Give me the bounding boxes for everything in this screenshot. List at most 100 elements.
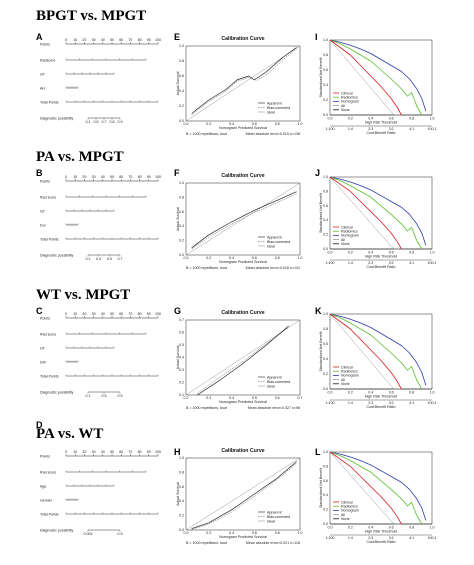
- calibration-3-legend-label: Apparent: [267, 510, 282, 514]
- dca-2-xtick-label: 1.0: [430, 391, 435, 395]
- nomogram-3-prob-tick-label: 0.5: [118, 532, 123, 536]
- calibration-3-xtick-label: 0.0: [184, 531, 189, 535]
- dca-1-legend-label: Nomogram: [341, 234, 359, 238]
- calibration-3-ytick-label: 0.6: [179, 485, 184, 489]
- calibration-1-xlabel: Nomogram Predicted Survival: [219, 260, 267, 264]
- calibration-1-xtick-label: 0.6: [252, 256, 257, 260]
- dca-0-ytick-label: 1.0: [323, 38, 328, 42]
- nomogram-3-points-tick-label: 50: [110, 450, 114, 454]
- dca-1-xtick-label: 0.6: [389, 251, 394, 255]
- nomogram-2-points-tick-label: 10: [73, 312, 77, 316]
- calibration-3-ytick-label: 0.0: [179, 528, 184, 532]
- nomogram-0-prob-tick-label: 0.7: [102, 120, 107, 124]
- calibration-3-xtick-label: 1.0: [298, 531, 303, 535]
- dca-0-xtick-label: 0.4: [368, 117, 373, 121]
- calibration-1-apparent-line: [191, 191, 297, 249]
- dca-0-xtick-label: 0.6: [389, 117, 394, 121]
- dca-1-xtick-label: 1.0: [430, 251, 435, 255]
- nomogram-2-points-tick-label: 20: [82, 312, 86, 316]
- nomogram-0-row-label: Points: [40, 43, 50, 47]
- calibration-0-title: Calibration Curve: [221, 36, 264, 42]
- calibration-2-ytick-label: 0.4: [179, 356, 184, 360]
- calibration-2-apparent-line: [197, 325, 289, 396]
- calibration-2-legend-label: Bias-corrected: [267, 380, 290, 384]
- dca-3-ytick-label: 0.8: [323, 464, 328, 468]
- nomogram-3-prob-tick-label: 0.001: [84, 532, 93, 536]
- nomogram-3-points-tick-label: 10: [73, 450, 77, 454]
- dca-3-xlabel: High Risk Threshold: [365, 530, 397, 534]
- nomogram-2-points-tick-label: 100: [155, 312, 161, 316]
- nomogram-0-prob-tick-label: 0.8: [110, 120, 115, 124]
- nomogram-1-prob-tick-label: 0.7: [118, 257, 123, 261]
- dca-0-ytick-label: 0.2: [323, 98, 328, 102]
- dca-1-ytick-label: 0.2: [323, 233, 328, 237]
- nomogram-1-row-label: Rad score: [40, 196, 56, 200]
- dca-3-legend-label: None: [341, 517, 350, 521]
- panel-letter-d: D: [36, 420, 43, 430]
- calibration-2-title: Calibration Curve: [221, 310, 264, 316]
- nomogram-2-points-tick-label: 40: [101, 312, 105, 316]
- dca-2-x2label: Cost:Benefit Ratio: [367, 405, 396, 409]
- dca-2-x2tick-label: 2:3: [368, 401, 373, 405]
- dca-1-radiomics-line: [329, 176, 423, 250]
- calibration-1-ytick-label: 1.0: [179, 181, 184, 185]
- dca-2-xtick-label: 0.8: [409, 391, 414, 395]
- nomogram-2-row-label: Total Points: [40, 375, 59, 379]
- calibration-0-frame: [185, 45, 301, 122]
- calibration-1-ytick-label: 0.8: [179, 195, 184, 199]
- nomogram-3-points-tick-label: 30: [92, 450, 96, 454]
- calibration-1-xtick-label: 1.0: [298, 256, 303, 260]
- calibration-2-xtick-label: 0.4: [229, 396, 234, 400]
- dca-2-ytick-label: 0.6: [323, 342, 328, 346]
- dca-3-radiomics-line: [329, 451, 423, 525]
- calibration-0-ytick-label: 1.0: [179, 44, 184, 48]
- dca-3-ylabel: Standardized Net Benefit: [319, 468, 323, 508]
- nomogram-2-row-label: Rad score: [40, 333, 56, 337]
- nomogram-2-prob-tick-label: 0.5: [102, 394, 107, 398]
- dca-0-x2tick-label: 1:4: [348, 127, 353, 131]
- calibration-1-ytick-label: 0.2: [179, 239, 184, 243]
- nomogram-1-points-tick-label: 90: [147, 175, 151, 179]
- calibration-2-frame: [185, 319, 301, 396]
- calibration-1-frame: [185, 182, 301, 256]
- calibration-0-apparent-line: [191, 47, 297, 114]
- dca-2-ytick-label: 0.2: [323, 372, 328, 376]
- dca-3-x2tick-label: 3:2: [389, 536, 394, 540]
- calibration-1-bias-line: [191, 193, 297, 250]
- dca-0-legend-label: Radiomics: [341, 96, 358, 100]
- dca-3-x2tick-label: 1:4: [348, 536, 353, 540]
- nomogram-2-prob-tick-label: 0.1: [86, 394, 91, 398]
- calibration-0-ytick-label: 0.6: [179, 74, 184, 78]
- nomogram-3-points-tick-label: 0: [65, 450, 67, 454]
- dca-3-x2tick-label: 1:100: [326, 536, 335, 540]
- nomogram-3-row-label: Rad score: [40, 471, 56, 475]
- nomogram-0-prob-tick-label: 0.5: [94, 120, 99, 124]
- nomogram-0-row-label: AH: [40, 87, 45, 91]
- dca-0-radiomics-line: [329, 39, 423, 116]
- dca-0-legend-label: Clinical: [341, 91, 353, 95]
- calibration-1-xtick-label: 0.8: [275, 256, 280, 260]
- panel-letter-c: C: [36, 306, 43, 316]
- calibration-2-ytick-label: 0.1: [179, 393, 184, 397]
- dca-2-x2tick-label: 100:1: [428, 401, 437, 405]
- panel-letter-l: L: [315, 447, 321, 457]
- dca-0-x2tick-label: 2:3: [368, 127, 373, 131]
- calibration-2-xtick-label: 0.5: [252, 396, 257, 400]
- dca-3-xtick-label: 0.0: [328, 526, 333, 530]
- nomogram-3-row-label: Total Points: [40, 513, 59, 517]
- dca-1-ylabel: Standardized Net Benefit: [319, 193, 323, 233]
- dca-0-legend-label: All: [341, 104, 345, 108]
- calibration-0-ytick-label: 0.8: [179, 59, 184, 63]
- calibration-3-apparent-line: [191, 461, 297, 529]
- dca-1-x2tick-label: 1:100: [326, 261, 335, 265]
- nomogram-1-row-label: Diagnostic possibility: [40, 254, 74, 258]
- nomogram-0-row-label: Radscore: [40, 59, 55, 63]
- nomogram-1-points-tick-label: 100: [155, 175, 161, 179]
- panel-letter-e: E: [174, 32, 181, 42]
- dca-0-xlabel: High Risk Threshold: [365, 121, 397, 125]
- panel-letter-k: K: [315, 306, 322, 316]
- calibration-2-ytick-label: 0.2: [179, 381, 184, 385]
- calibration-3-ytick-label: 0.2: [179, 514, 184, 518]
- dca-1-ytick-label: 1.0: [323, 175, 328, 179]
- dca-0-ytick-label: 0.6: [323, 68, 328, 72]
